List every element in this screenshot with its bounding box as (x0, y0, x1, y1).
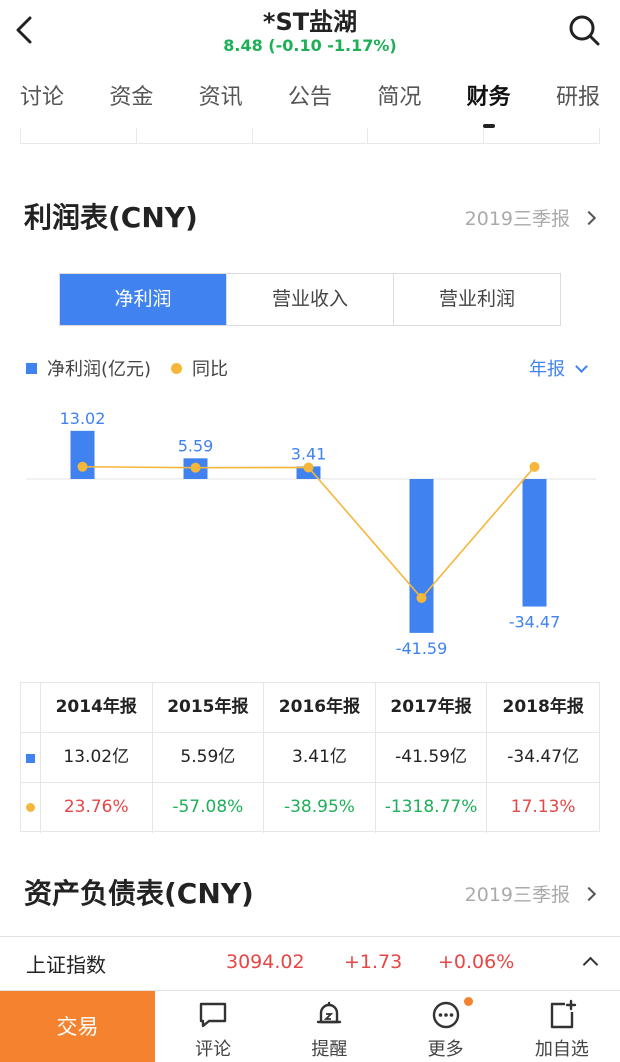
segment-revenue[interactable]: 营业收入 (227, 274, 394, 325)
table-cell: -41.59亿 (376, 733, 488, 782)
bar-data-label: 5.59 (178, 436, 214, 455)
comment-icon (199, 1002, 227, 1028)
add-watchlist-button[interactable]: 加自选 (504, 991, 620, 1062)
search-button[interactable] (564, 10, 604, 50)
tab-funds[interactable]: 资金 (109, 85, 154, 110)
bar-mark (409, 479, 434, 633)
bar-data-label: -41.59 (396, 639, 448, 658)
net-profit-chart: 13.02 5.59 3.41 -41.59 -34.47 (26, 409, 596, 658)
segment-operating-profit[interactable]: 营业利润 (438, 288, 515, 310)
table-cell: -34.47亿 (507, 747, 580, 767)
bar-mark (70, 430, 95, 479)
table-cell: -1318.77% (376, 783, 488, 833)
table-cell: 3.41亿 (264, 733, 376, 782)
bar-data-label: 13.02 (60, 409, 106, 428)
back-arrow-icon (16, 16, 32, 44)
table-cell: -57.08% (153, 783, 265, 833)
metric-segmented-control: 净利润 营业收入 营业利润 (59, 273, 561, 326)
table-cell: 17.13% (510, 797, 576, 817)
tab-overview[interactable]: 简况 (377, 85, 422, 110)
stock-price-change: 8.48 (-0.10 -1.17%) (223, 36, 397, 55)
yoy-point (77, 461, 88, 472)
segment-net-profit[interactable]: 净利润 (60, 274, 227, 325)
table-header-cell: 2018年报 (502, 697, 584, 717)
yoy-point (190, 462, 201, 473)
chevron-down-icon (575, 360, 588, 373)
alarm-icon (317, 1001, 342, 1024)
bar-mark (296, 466, 321, 479)
index-name: 上证指数 (26, 953, 106, 977)
more-label: 更多 (427, 1039, 464, 1060)
alarm-button[interactable]: 提醒 (271, 991, 387, 1062)
yoy-series-line (82, 465, 536, 600)
balance-period-link[interactable]: 2019三季报 (464, 880, 597, 907)
bar-mark (522, 479, 547, 607)
tab-financials[interactable]: 财务 (467, 72, 511, 128)
comment-button[interactable]: 评论 (155, 991, 271, 1062)
bar-series-marker (26, 754, 35, 763)
table-header-cell: 2015年报 (153, 683, 265, 732)
tab-announcements[interactable]: 公告 (287, 85, 332, 110)
table-cell: 23.76% (41, 783, 153, 833)
table-row-yoy: 23.76% -57.08% -38.95% -1318.77% 17.13% (21, 783, 599, 833)
index-percent: +0.06% (438, 951, 515, 973)
table-row-net-profit: 13.02亿 5.59亿 3.41亿 -41.59亿 -34.47亿 (21, 733, 599, 783)
top-bar: *ST盐湖 8.48 (-0.10 -1.17%) (0, 0, 620, 64)
alarm-label: 提醒 (311, 1039, 348, 1060)
income-period-link[interactable]: 2019三季报 (464, 204, 597, 231)
bar-legend-label: 净利润(亿元) (47, 359, 152, 380)
table-header-row: 2014年报 2015年报 2016年报 2017年报 2018年报 (21, 683, 599, 733)
bottom-nav: 交易 评论 提醒 更多 加自选 (0, 990, 620, 1062)
balance-period-label: 2019三季报 (464, 884, 570, 906)
trade-button[interactable]: 交易 (0, 991, 155, 1062)
bar-legend-swatch (26, 362, 37, 374)
more-button[interactable]: 更多 (388, 991, 504, 1062)
line-legend-swatch (171, 362, 183, 374)
period-selector[interactable]: 年报 (529, 355, 588, 381)
chevron-right-icon (581, 210, 597, 225)
add-watchlist-label: 加自选 (534, 1039, 589, 1060)
search-icon (569, 15, 600, 46)
yoy-point (416, 593, 427, 603)
yoy-point (529, 461, 540, 472)
index-value: 3094.02 (226, 951, 305, 973)
table-header-cell: 2017年报 (376, 683, 488, 732)
table-header-cell: 2016年报 (264, 683, 376, 732)
yoy-point (303, 462, 314, 473)
income-period-label: 2019三季报 (464, 208, 570, 230)
table-cell: 5.59亿 (153, 733, 265, 782)
comment-label: 评论 (195, 1039, 232, 1060)
bar-data-label: -34.47 (509, 613, 561, 632)
back-button[interactable] (8, 10, 44, 50)
line-series-marker (26, 803, 35, 812)
balance-sheet-title: 资产负债表(CNY) (24, 877, 254, 910)
period-selector-label: 年报 (529, 359, 565, 380)
notification-badge (464, 997, 474, 1006)
chart-legend: 净利润(亿元) 同比 (26, 355, 228, 381)
bar-data-label: 3.41 (291, 444, 327, 463)
income-statement-title: 利润表(CNY) (24, 201, 198, 234)
line-legend-label: 同比 (192, 359, 229, 380)
table-header-cell: 2014年报 (41, 683, 153, 732)
chevron-up-icon[interactable] (582, 956, 599, 973)
table-cell: -38.95% (264, 783, 376, 833)
stock-name: *ST盐湖 (262, 8, 358, 36)
previous-table-edge (20, 128, 600, 144)
financial-data-table: 2014年报 2015年报 2016年报 2017年报 2018年报 13.02… (20, 682, 600, 833)
chevron-right-icon (581, 886, 597, 901)
table-cell: 13.02亿 (41, 733, 153, 782)
tab-discussion[interactable]: 讨论 (20, 85, 65, 110)
index-change: +1.73 (344, 951, 403, 973)
section-tabs: 讨论 资金 资讯 公告 简况 财务 研报 (0, 72, 620, 128)
add-watchlist-icon (550, 999, 577, 1029)
more-icon (432, 1001, 459, 1029)
market-index-bar[interactable]: 上证指数 3094.02 +1.73 +0.06% (0, 936, 620, 990)
tab-news[interactable]: 资讯 (198, 85, 243, 110)
tab-research[interactable]: 研报 (555, 85, 600, 110)
